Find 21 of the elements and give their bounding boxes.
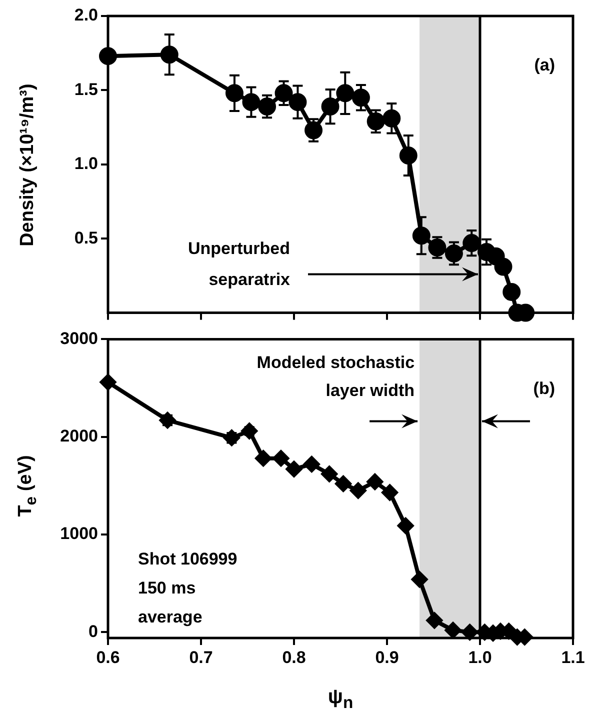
y-tick-label: 1000 (60, 524, 98, 544)
annotation: (a) (534, 56, 555, 75)
x-tick-label: 0.9 (375, 648, 399, 667)
x-tick-label: 0.7 (189, 648, 213, 667)
annotation: Shot 106999 150 ms average (138, 550, 238, 627)
x-axis-title: ψ$_{n}$ (326, 686, 354, 713)
y-tick-label: 0 (88, 622, 98, 641)
y-tick-label: 2000 (60, 426, 98, 446)
annotation: (b) (533, 378, 555, 398)
annotation: Modeled stochastic layer width (256, 352, 415, 400)
annotation: Unperturbed separatrix (188, 238, 291, 289)
y-tick-label: 1.5 (74, 80, 98, 99)
x-tick-label: 0.6 (96, 648, 120, 667)
y-tick-label: 0.5 (74, 228, 98, 248)
x-tick-label: 1.1 (561, 648, 585, 667)
y-axis-title: Density (×10¹⁹/m³) (17, 84, 39, 246)
x-tick-label: 1.0 (468, 648, 492, 667)
y-tick-label: 1.0 (74, 154, 98, 174)
y-tick-label: 2.0 (74, 6, 98, 25)
x-tick-label: 0.8 (282, 648, 306, 667)
y-tick-label: 3000 (60, 328, 98, 348)
